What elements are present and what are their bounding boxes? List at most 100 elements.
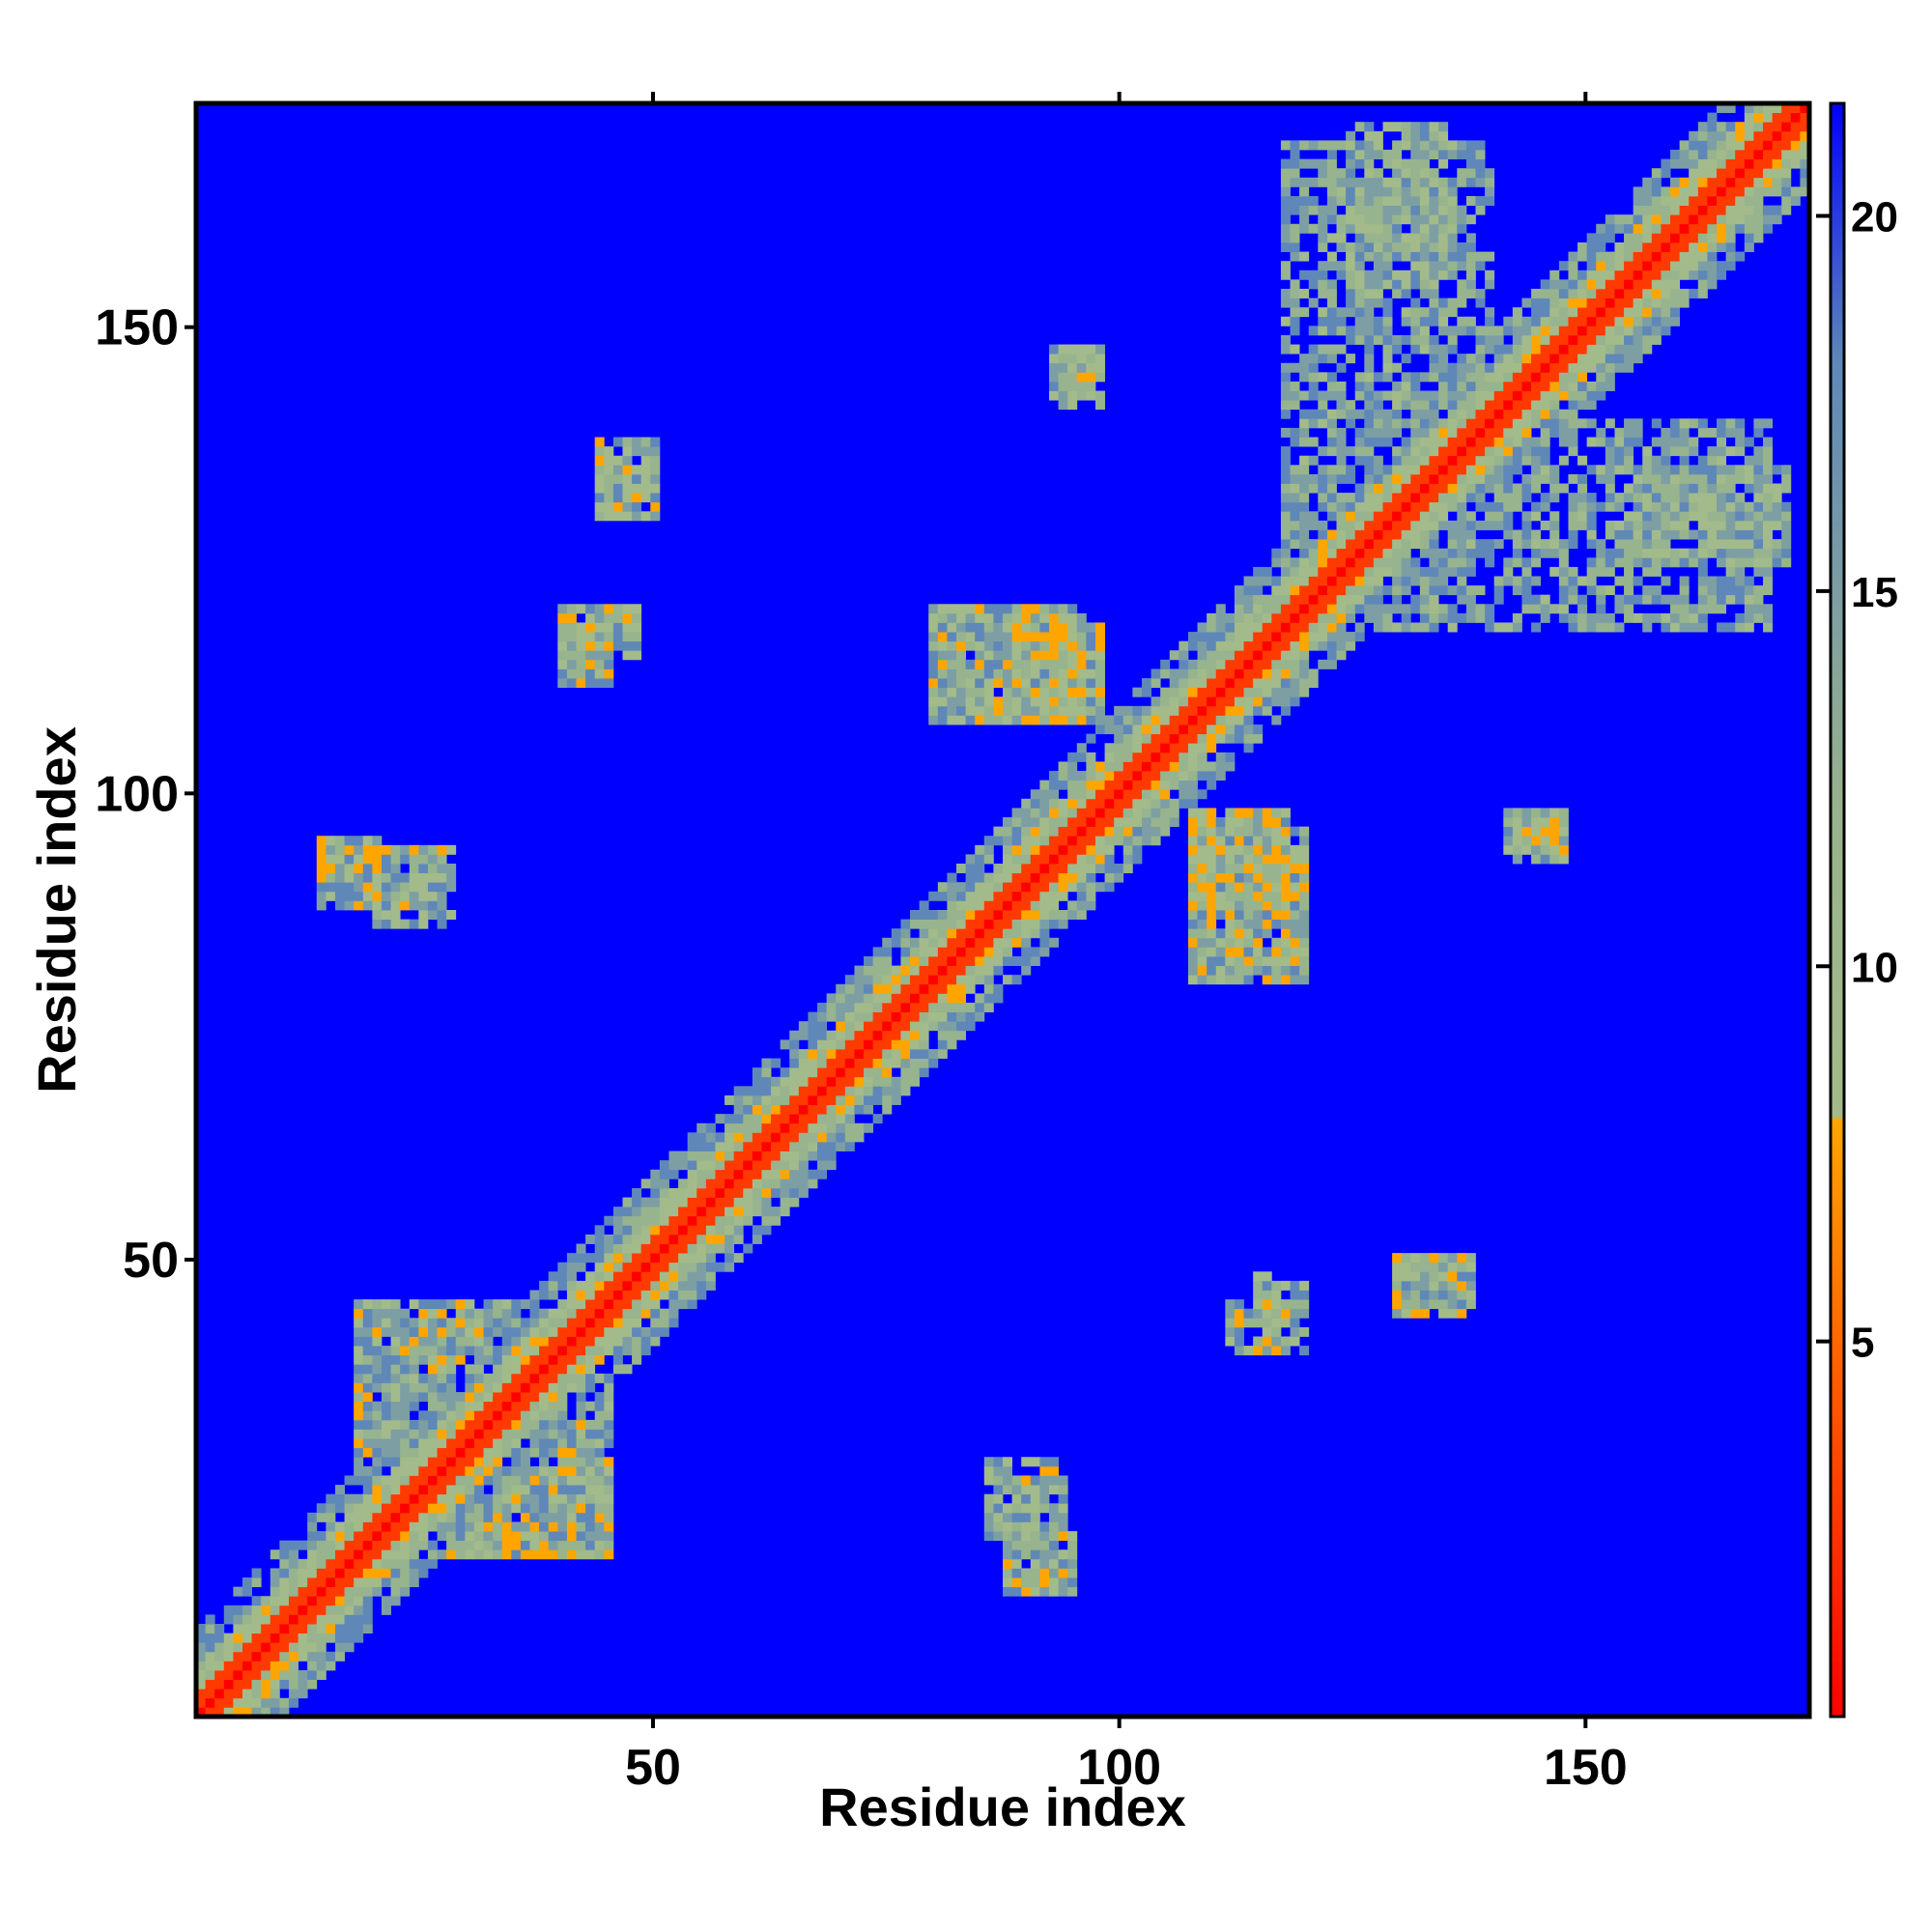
heatmap-cell (548, 1429, 558, 1439)
heatmap-cell (1465, 242, 1476, 252)
heatmap-cell (826, 1122, 837, 1133)
heatmap-cell (1021, 705, 1032, 716)
heatmap-cell (622, 632, 633, 642)
heatmap-cell (576, 1447, 586, 1458)
heatmap-cell (1392, 1262, 1403, 1272)
heatmap-cell (1011, 937, 1022, 948)
heatmap-cell (1336, 604, 1347, 614)
heatmap-cell (354, 1382, 364, 1393)
heatmap-cell (1067, 854, 1078, 865)
heatmap-cell (1039, 659, 1050, 669)
heatmap-cell (1262, 640, 1272, 651)
heatmap-cell (539, 1531, 550, 1542)
heatmap-cell (548, 1364, 558, 1375)
heatmap-cell (1540, 854, 1550, 865)
heatmap-cell (354, 1336, 364, 1347)
heatmap-cell (1048, 632, 1059, 642)
heatmap-cell (705, 1215, 716, 1226)
heatmap-cell (1076, 687, 1087, 697)
heatmap-cell (520, 1493, 530, 1504)
heatmap-cell (1558, 437, 1569, 447)
heatmap-cell (1577, 288, 1588, 298)
heatmap-cell (1503, 437, 1514, 447)
heatmap-cell (1290, 566, 1300, 577)
heatmap-cell (529, 1373, 540, 1383)
heatmap-cell (1234, 937, 1244, 948)
heatmap-cell (1540, 844, 1550, 855)
heatmap-cell (427, 1493, 438, 1504)
heatmap-cell (1624, 214, 1634, 225)
heatmap-cell (780, 1187, 790, 1198)
heatmap-cell (612, 437, 623, 447)
heatmap-cell (817, 1094, 828, 1105)
heatmap-cell (844, 1076, 855, 1087)
heatmap-cell (362, 1485, 373, 1495)
heatmap-cell (205, 1633, 215, 1643)
heatmap-cell (1605, 418, 1615, 429)
heatmap-cell (1003, 622, 1012, 633)
heatmap-cell (604, 1485, 614, 1495)
heatmap-cell (1605, 483, 1615, 494)
heatmap-cell (640, 1262, 651, 1272)
heatmap-cell (1280, 214, 1291, 225)
heatmap-cell (1308, 455, 1319, 466)
heatmap-cell (1234, 705, 1244, 716)
heatmap-cell (1429, 233, 1439, 243)
heatmap-cell (511, 1457, 522, 1467)
heatmap-cell (1447, 529, 1458, 540)
heatmap-cell (1465, 585, 1476, 596)
heatmap-cell (1429, 186, 1439, 197)
heatmap-cell (1438, 612, 1449, 623)
heatmap-cell (1382, 279, 1393, 290)
heatmap-cell (983, 891, 994, 901)
heatmap-cell (1429, 418, 1439, 429)
heatmap-cell (1003, 659, 1012, 669)
heatmap-cell (1577, 326, 1588, 336)
heatmap-cell (1160, 687, 1171, 697)
heatmap-cell (1410, 149, 1421, 159)
heatmap-cell (956, 864, 967, 874)
heatmap-cell (1225, 650, 1236, 661)
heatmap-cell (1243, 612, 1254, 623)
heatmap-cell (928, 640, 939, 651)
heatmap-cell (242, 1642, 252, 1653)
heatmap-cell (1493, 446, 1504, 457)
heatmap-cell (1086, 798, 1096, 809)
heatmap-cell (1160, 696, 1171, 707)
heatmap-cell (900, 937, 911, 948)
heatmap-cell (409, 854, 419, 865)
heatmap-cell (1410, 334, 1421, 345)
heatmap-cell (993, 900, 1004, 911)
heatmap-cell (1568, 437, 1578, 447)
heatmap-cell (372, 1318, 383, 1328)
heatmap-cell (640, 1234, 651, 1244)
heatmap-cell (1243, 576, 1254, 586)
heatmap-cell (372, 1493, 383, 1504)
heatmap-cell (1197, 640, 1208, 651)
heatmap-cell (1364, 548, 1375, 558)
heatmap-cell (446, 1373, 457, 1383)
heatmap-cell (1558, 817, 1569, 828)
heatmap-cell (947, 919, 957, 929)
heatmap-cell (1086, 761, 1096, 772)
heatmap-cell (251, 1605, 262, 1615)
heatmap-cell (1290, 872, 1300, 883)
heatmap-cell (1132, 743, 1143, 753)
heatmap-cell (455, 1354, 466, 1365)
heatmap-cell (826, 1086, 837, 1096)
heatmap-cell (1021, 659, 1032, 669)
heatmap-cell (798, 1187, 809, 1198)
heatmap-cell (362, 1373, 373, 1383)
heatmap-cell (1187, 705, 1198, 716)
heatmap-cell (975, 696, 985, 707)
heatmap-cell (557, 650, 568, 661)
heatmap-cell (1122, 826, 1133, 837)
heatmap-cell (1280, 446, 1291, 457)
heatmap-cell (1271, 975, 1282, 985)
heatmap-cell (1410, 446, 1421, 457)
heatmap-cell (1280, 1280, 1291, 1291)
heatmap-cell (1512, 529, 1522, 540)
heatmap-cell (1577, 418, 1588, 429)
heatmap-cell (1067, 1586, 1078, 1597)
heatmap-cell (1540, 612, 1550, 623)
